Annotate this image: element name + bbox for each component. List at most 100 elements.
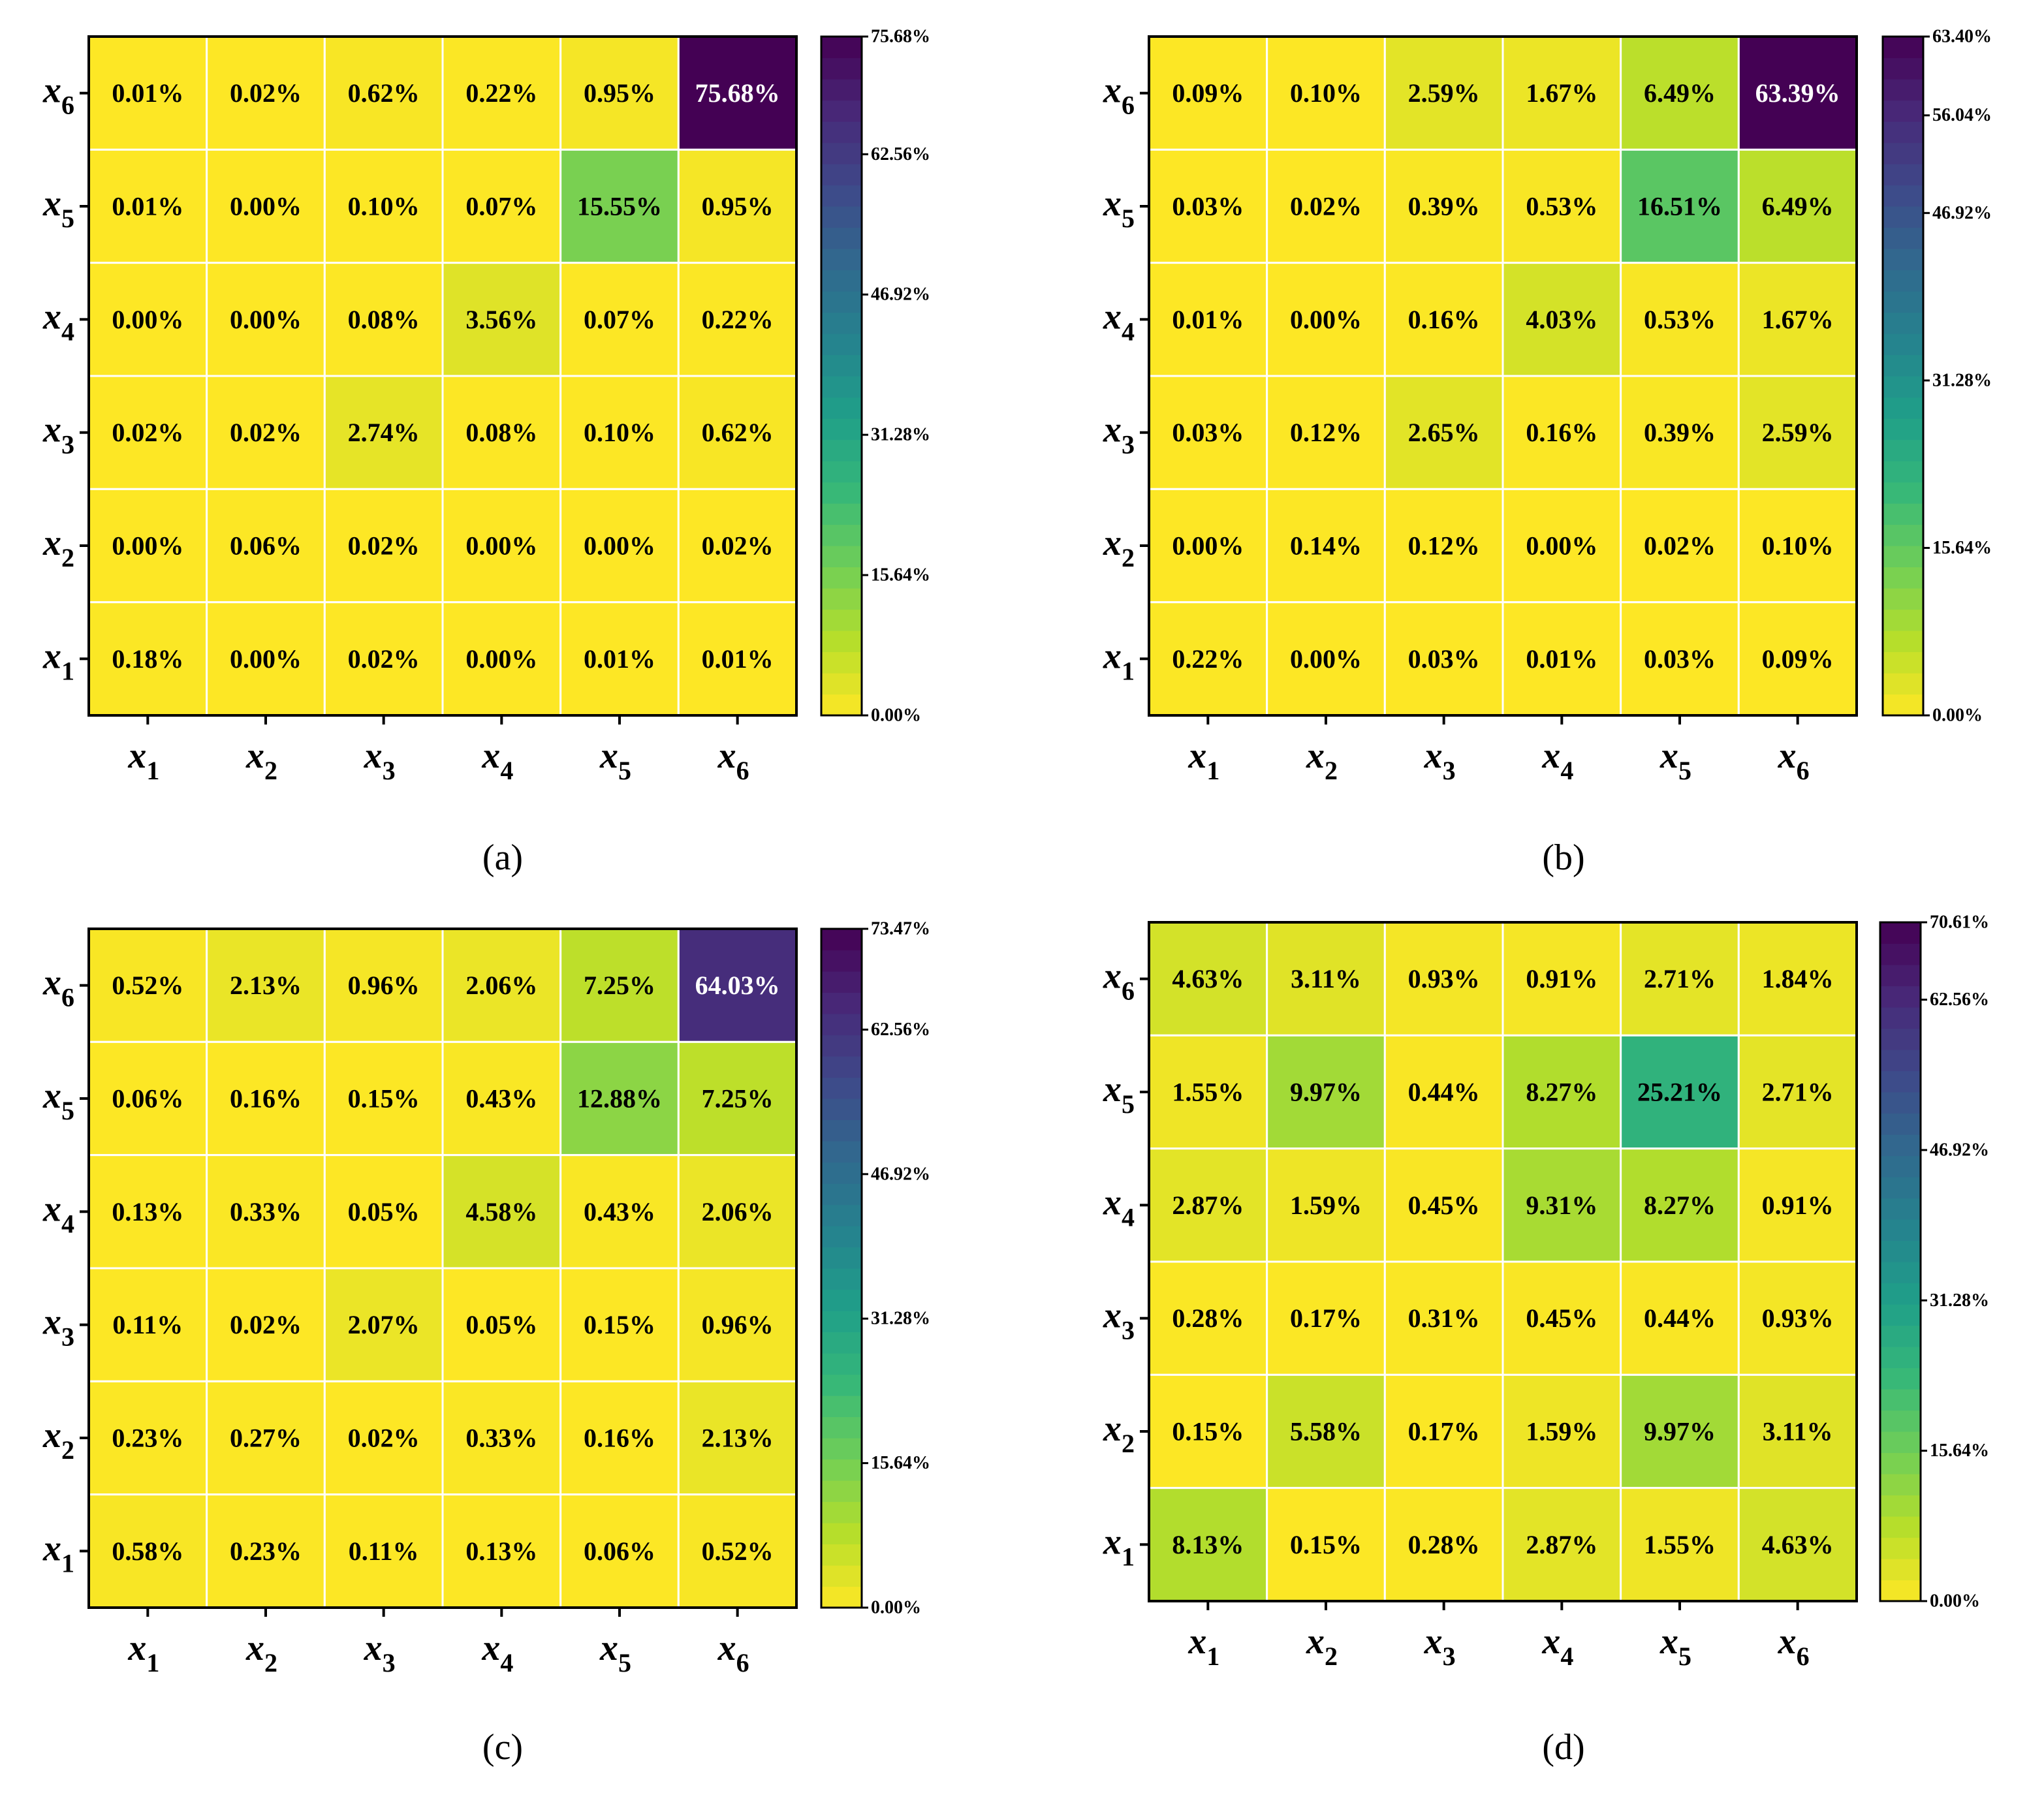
heatmap-cell [87,35,208,151]
colorbar-band [821,1523,862,1545]
colorbar-band [821,1311,862,1333]
colorbar-band [1880,1410,1921,1432]
cell-value-label: 8.27% [1526,1078,1597,1107]
heatmap-cell [323,1493,444,1609]
panel-label: (a) [482,837,523,878]
heatmap-cell [1502,1260,1622,1376]
colorbar-band [821,121,862,144]
heatmap-cell [1148,601,1268,717]
colorbar-band [821,651,862,674]
heatmap-cell [1620,1487,1740,1602]
heatmap-panel-c: 0.52% 2.13% 0.96% 2.06% 7.25% 64.03% 0.06% 0.16… [42,919,930,1768]
cell-value-label: 0.00% [230,644,302,674]
cell-value-label: 0.18% [112,644,183,674]
colorbar-band [821,1119,862,1142]
heatmap-cell [1383,1487,1504,1602]
colorbar-band [821,503,862,525]
heatmap-cell [1266,921,1386,1037]
y-tick-label: x4 [1103,1182,1135,1232]
cell-value-label: 9.97% [1644,1417,1716,1446]
colorbar-band [1883,291,1923,313]
colorbar-tick-label: 63.40% [1932,27,1992,47]
colorbar-frame [820,35,863,717]
colorbar-band [1880,1325,1921,1347]
colorbar-band [1880,1113,1921,1135]
cell-value-label: 0.16% [1408,305,1480,334]
cell-value-label: 0.00% [230,305,302,334]
heatmap-cell [1502,1373,1622,1489]
y-tick-label: x2 [1103,523,1135,572]
cell-value-label: 0.07% [584,305,655,334]
cell-value-label: 0.01% [584,644,655,674]
colorbar-band [1883,694,1923,716]
colorbar-band [821,1162,862,1184]
cell-value-label: 0.95% [584,78,655,108]
colorbar-tick-label: 46.92% [1930,1140,1989,1160]
colorbar-band [1883,673,1923,695]
heatmap-cell [206,375,326,490]
colorbar-band [821,1268,862,1290]
heatmap-cell [1266,1034,1386,1150]
colorbar-frame [1879,921,1922,1602]
cell-value-label: 0.45% [1526,1303,1597,1333]
heatmap-cell [1148,1487,1268,1602]
cell-value-label: 0.15% [1290,1530,1362,1559]
colorbar-band [821,1501,862,1523]
colorbar-band [1883,503,1923,525]
heatmap-cell [323,1154,444,1270]
colorbar-band [821,270,862,292]
cell-value-label: 0.05% [465,1310,537,1339]
colorbar-band [821,1586,862,1608]
colorbar-band [821,312,862,334]
colorbar-band [1880,1219,1921,1241]
cell-value-label: 2.06% [702,1197,774,1226]
cell-value-label: 0.00% [584,531,655,561]
heatmap-cell [1737,1487,1858,1602]
colorbar-tick-label: 62.56% [1930,990,1989,1010]
heatmap-cell [87,601,208,717]
cell-value-label: 0.53% [1644,305,1716,334]
x-tick-label: x3 [364,1628,396,1677]
heatmap-cell [1266,1147,1386,1263]
colorbar-tick-label: 15.64% [871,1453,930,1473]
colorbar-band [821,971,862,993]
cell-value-label: 0.91% [1762,1191,1834,1220]
colorbar-band [1880,1177,1921,1199]
heatmap-cell [1502,1147,1622,1263]
cell-value-label: 4.63% [1172,964,1244,993]
colorbar-band [1880,1516,1921,1538]
colorbar-band [1880,1304,1921,1326]
colorbar-band [1883,334,1923,356]
heatmap-cell [206,1493,326,1609]
colorbar-band [1880,1007,1921,1029]
x-tick-label: x1 [127,736,159,785]
colorbar-band [1880,1155,1921,1177]
colorbar-tick-label: 46.92% [1932,203,1992,223]
cell-value-label: 0.01% [112,192,183,221]
y-tick-label: x3 [1103,1296,1135,1345]
heatmap-cell [1383,1260,1504,1376]
cell-value-label: 2.71% [1762,1078,1834,1107]
heatmap-cell [1620,1260,1740,1376]
colorbar-band [1880,1347,1921,1369]
colorbar-band [1883,312,1923,334]
cell-value-label: 0.12% [1408,531,1480,561]
colorbar-tick-label: 62.56% [871,144,930,164]
heatmap-cell [323,375,444,490]
colorbar-tick-label: 73.47% [871,919,930,939]
cell-value-label: 0.22% [465,78,537,108]
colorbar-band [1883,206,1923,228]
colorbar-band [1883,354,1923,377]
colorbar-band [1880,965,1921,987]
cell-value-label: 0.23% [112,1424,183,1453]
cell-value-label: 0.16% [584,1424,655,1453]
colorbar-band [821,673,862,695]
cell-value-label: 0.00% [1172,531,1244,561]
cell-value-label: 9.31% [1526,1191,1597,1220]
heatmap-cell [1383,1147,1504,1263]
cell-value-label: 0.95% [702,192,774,221]
heatmap-cell [1148,488,1268,604]
cell-value-label: 0.00% [465,644,537,674]
cell-value-label: 0.11% [349,1536,419,1566]
